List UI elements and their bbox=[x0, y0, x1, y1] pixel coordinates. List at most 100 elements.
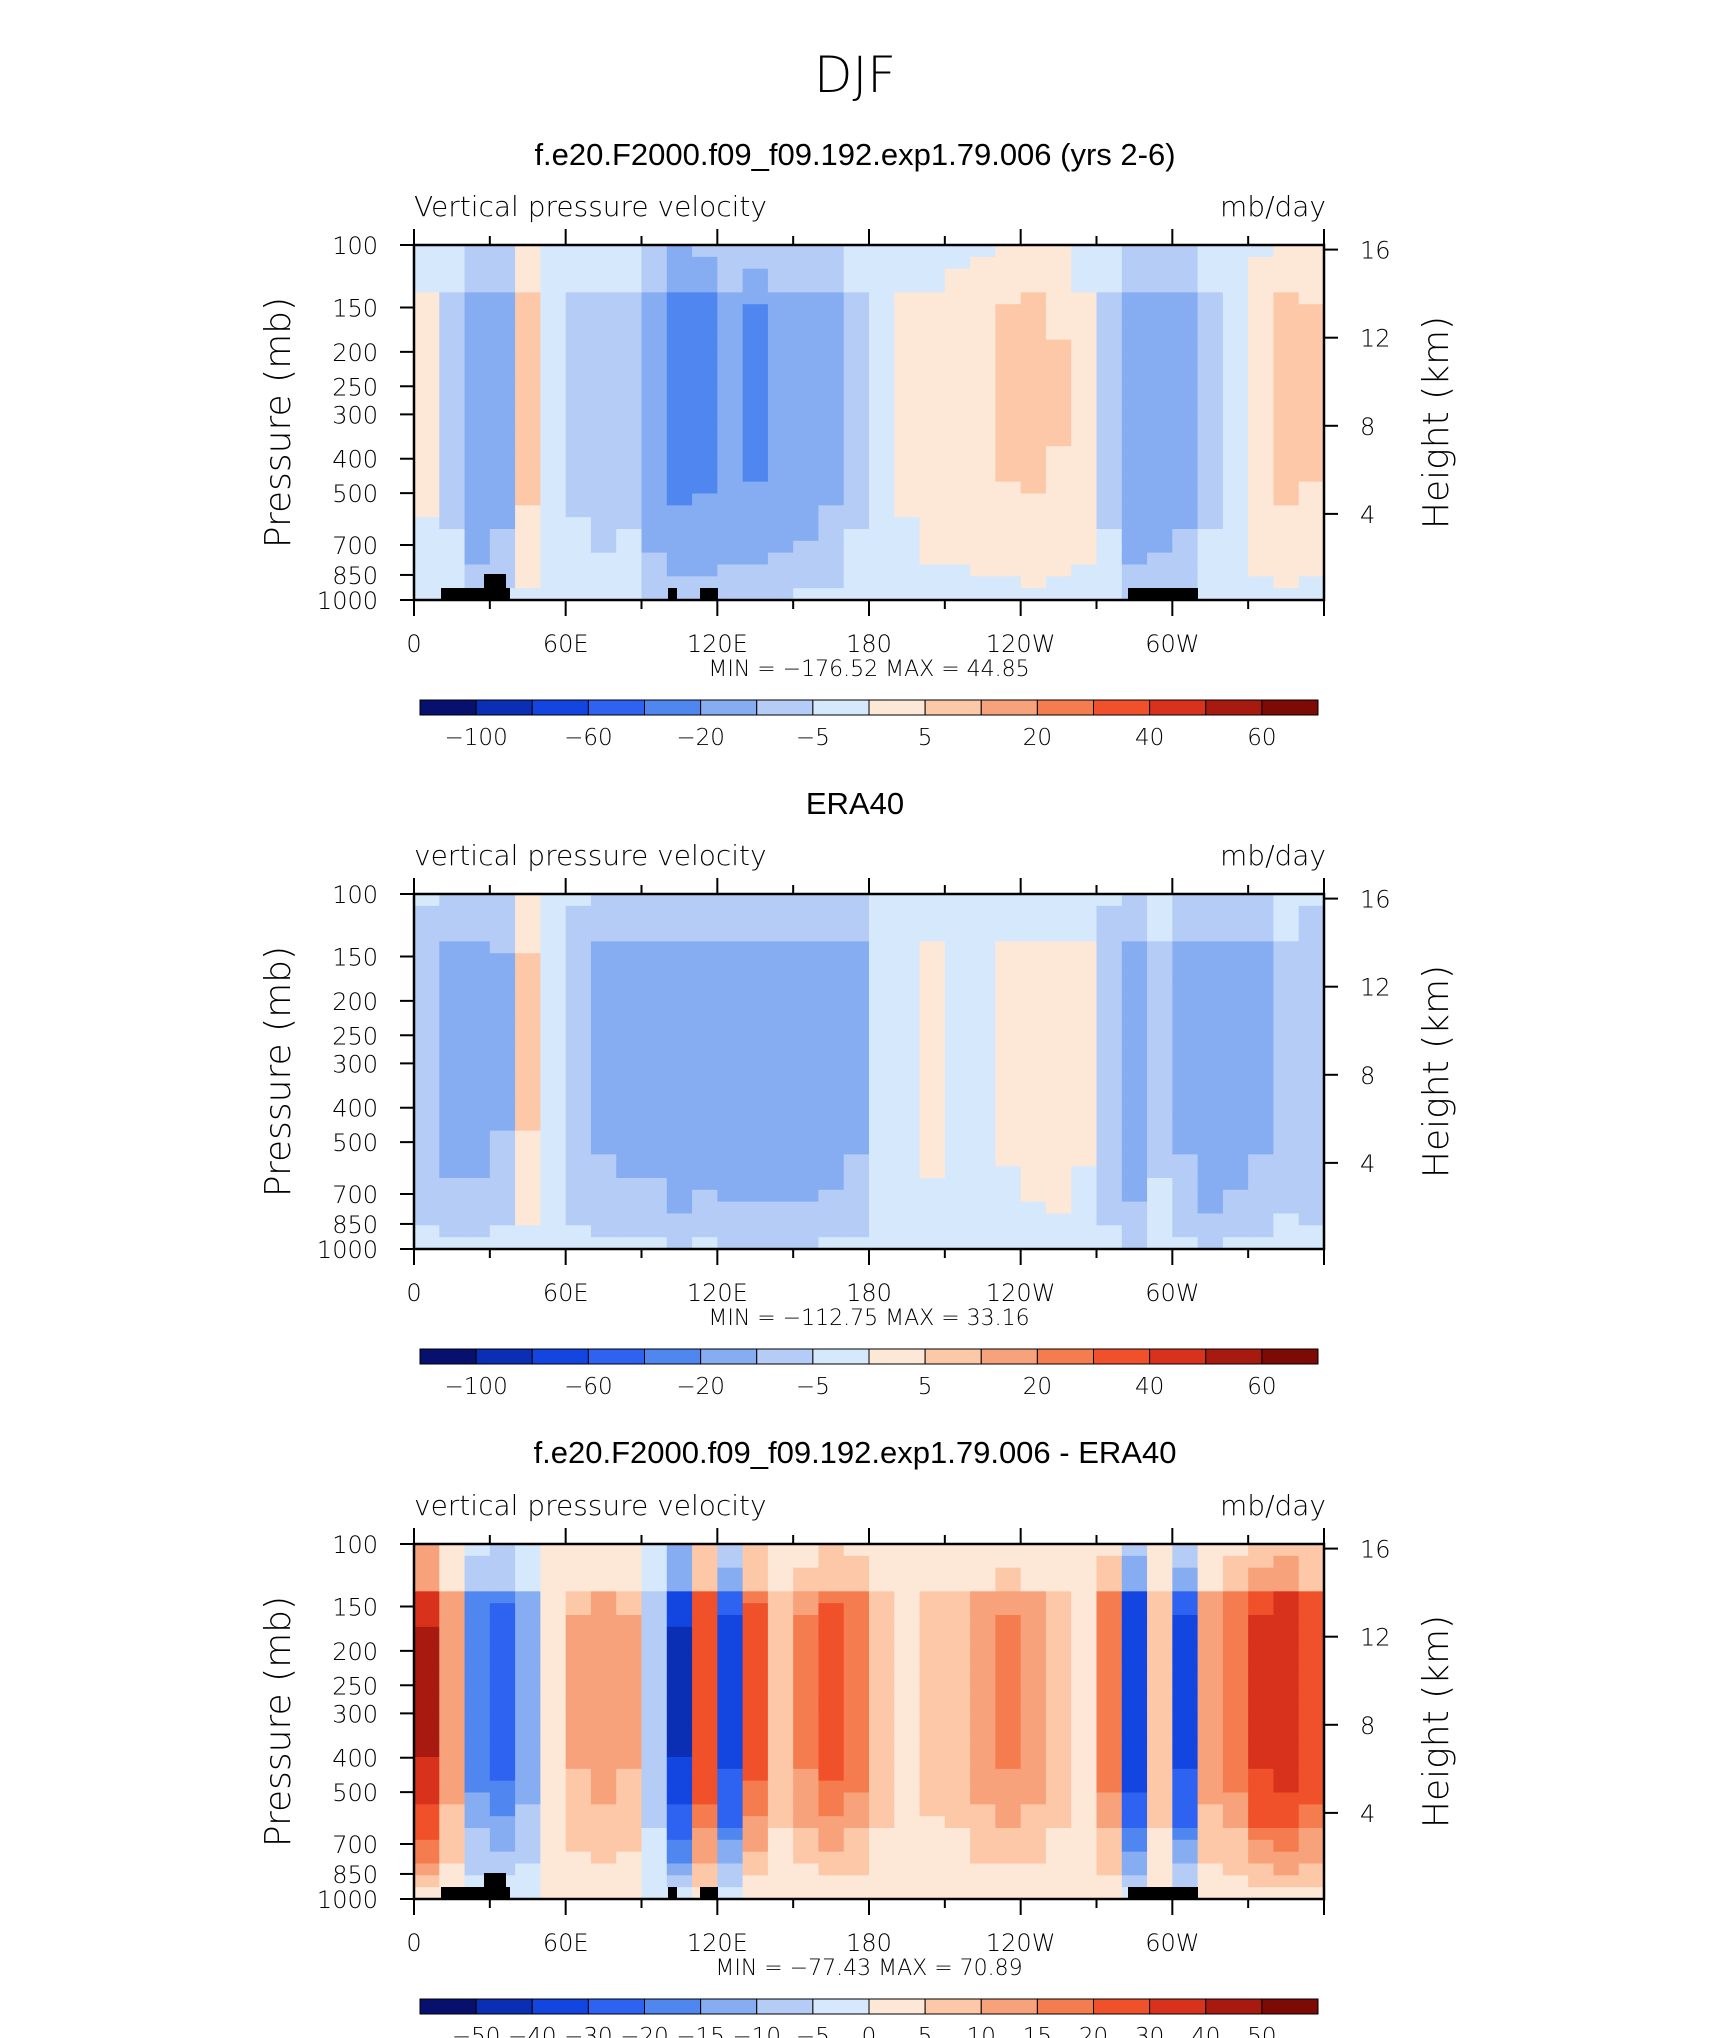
heatmap-cell bbox=[843, 1012, 870, 1025]
heatmap-cell bbox=[717, 1024, 744, 1037]
heatmap-cell bbox=[970, 1591, 996, 1604]
heatmap-cell bbox=[1273, 1768, 1300, 1782]
heatmap-cell bbox=[641, 327, 668, 341]
heatmap-cell bbox=[439, 422, 466, 435]
heatmap-cell bbox=[565, 1154, 592, 1167]
heatmap-cell bbox=[944, 576, 971, 589]
heatmap-cell bbox=[439, 363, 466, 376]
heatmap-cell bbox=[1248, 1189, 1275, 1203]
heatmap-cell bbox=[1071, 1012, 1098, 1025]
heatmap-cell bbox=[742, 1780, 769, 1794]
heatmap-cell bbox=[793, 1603, 820, 1616]
heatmap-cell bbox=[616, 1638, 643, 1652]
heatmap-cell bbox=[793, 1083, 820, 1096]
heatmap-cell bbox=[1020, 493, 1047, 506]
heatmap-cell bbox=[1197, 1154, 1224, 1167]
heatmap-cell bbox=[843, 1036, 870, 1049]
heatmap-cell bbox=[869, 576, 895, 589]
heatmap-cell bbox=[1096, 446, 1123, 459]
heatmap-cell bbox=[843, 1237, 870, 1250]
heatmap-cell bbox=[1172, 1047, 1199, 1061]
heatmap-cell bbox=[919, 1213, 946, 1226]
heatmap-cell bbox=[540, 894, 567, 907]
heatmap-cell bbox=[818, 941, 845, 954]
heatmap-cell bbox=[439, 976, 466, 990]
heatmap-cell bbox=[1121, 1083, 1148, 1096]
heatmap-cell bbox=[1222, 280, 1249, 293]
heatmap-cell bbox=[1121, 1201, 1148, 1215]
heatmap-cell bbox=[590, 1071, 617, 1084]
heatmap-cell bbox=[944, 1591, 971, 1604]
heatmap-cell bbox=[1121, 363, 1148, 376]
heatmap-cell bbox=[919, 1733, 946, 1746]
heatmap-cell bbox=[1273, 976, 1300, 990]
heatmap-cell bbox=[1298, 1000, 1325, 1013]
heatmap-cell bbox=[970, 304, 996, 317]
heatmap-cell bbox=[590, 1615, 617, 1628]
heatmap-cell bbox=[1045, 1178, 1072, 1191]
heatmap-cell bbox=[590, 564, 617, 577]
heatmap-cell bbox=[1172, 1118, 1199, 1132]
heatmap-cell bbox=[692, 1768, 718, 1782]
heatmap-cell bbox=[666, 552, 693, 566]
heatmap-cell bbox=[666, 1863, 693, 1876]
heatmap-cell bbox=[1298, 1697, 1325, 1711]
heatmap-cell bbox=[894, 1709, 921, 1723]
y-tick-label: 100 bbox=[332, 1531, 378, 1559]
heatmap-cell bbox=[995, 1012, 1022, 1025]
heatmap-cell bbox=[793, 481, 820, 495]
heatmap-cell bbox=[439, 941, 466, 954]
heatmap-cell bbox=[742, 316, 769, 329]
heatmap-cell bbox=[464, 434, 491, 447]
heatmap-cell bbox=[919, 564, 946, 577]
heatmap-cell bbox=[641, 529, 668, 542]
heatmap-cell bbox=[1020, 917, 1047, 931]
heatmap-cell bbox=[1273, 1875, 1300, 1888]
heatmap-cell bbox=[843, 1142, 870, 1155]
heatmap-cell bbox=[515, 422, 541, 435]
y-axis: 1001502002503004005007008501000Pressure … bbox=[258, 881, 414, 1264]
heatmap-cell bbox=[869, 929, 895, 942]
heatmap-cell bbox=[590, 1213, 617, 1226]
heatmap-cell bbox=[616, 1686, 643, 1699]
heatmap-cell bbox=[1045, 292, 1072, 305]
heatmap-cell bbox=[540, 1686, 567, 1699]
heatmap-cell bbox=[1172, 976, 1199, 990]
heatmap-cell bbox=[464, 976, 491, 990]
heatmap-cell bbox=[919, 1024, 946, 1037]
heatmap-cell bbox=[894, 1071, 921, 1084]
heatmap-cell bbox=[944, 1047, 971, 1061]
heatmap-cell bbox=[793, 1178, 820, 1191]
heatmap-cell bbox=[1147, 564, 1173, 577]
heatmap-cell bbox=[995, 929, 1022, 942]
heatmap-cell bbox=[515, 387, 541, 400]
heatmap-cell bbox=[616, 1047, 643, 1061]
heatmap-cell bbox=[692, 1721, 718, 1734]
heatmap-cell bbox=[1147, 965, 1173, 978]
heatmap-cell bbox=[944, 1887, 971, 1900]
heatmap-cell bbox=[1197, 1875, 1224, 1888]
heatmap-cell bbox=[894, 552, 921, 566]
heatmap-cell bbox=[414, 1178, 440, 1191]
heatmap-cell bbox=[565, 304, 592, 317]
heatmap-cell bbox=[1071, 1567, 1098, 1581]
heatmap-cell bbox=[970, 965, 996, 978]
heatmap-cell bbox=[515, 1828, 541, 1841]
heatmap-cell bbox=[1298, 1603, 1325, 1616]
heatmap-cell bbox=[489, 1638, 516, 1652]
heatmap-cell bbox=[666, 481, 693, 495]
heatmap-cell bbox=[1248, 1130, 1275, 1144]
heatmap-cell bbox=[1096, 375, 1123, 388]
heatmap-cell bbox=[869, 1828, 895, 1841]
heatmap-cell bbox=[1222, 540, 1249, 554]
heatmap-cell bbox=[818, 988, 845, 1002]
heatmap-cell bbox=[1273, 1095, 1300, 1108]
heatmap-cell bbox=[970, 469, 996, 483]
heatmap-cell bbox=[692, 1650, 718, 1663]
heatmap-cell bbox=[818, 351, 845, 364]
heatmap-cell bbox=[540, 564, 567, 577]
heatmap-cell bbox=[1020, 1851, 1047, 1865]
heatmap-cell bbox=[515, 1567, 541, 1581]
heatmap-cell bbox=[843, 280, 870, 293]
topography-block bbox=[1128, 588, 1198, 600]
